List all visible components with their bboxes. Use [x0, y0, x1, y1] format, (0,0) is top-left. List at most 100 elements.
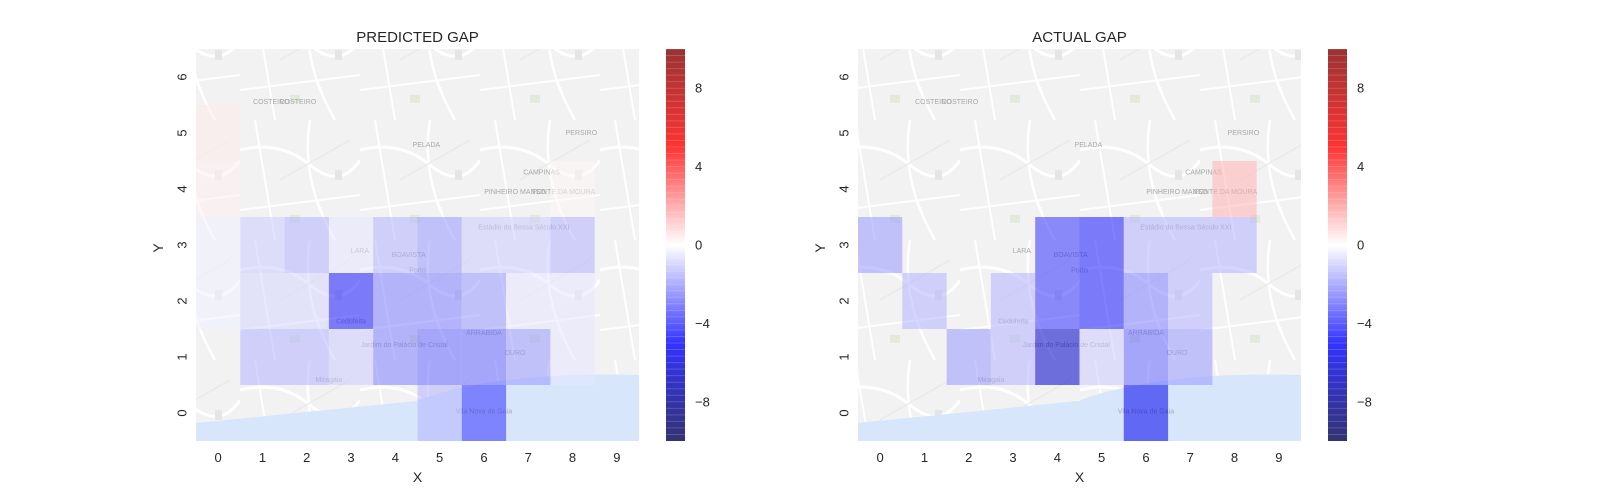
- heatmap-cell: [595, 273, 639, 329]
- colorbar-tick-label: −4: [695, 316, 710, 331]
- y-tick-label: 6: [837, 73, 852, 80]
- heatmap-cell: [1168, 161, 1212, 217]
- heatmap-cell: [329, 161, 373, 217]
- heatmap-cell: [1123, 273, 1169, 329]
- heatmap-cell: [902, 105, 946, 161]
- heatmap-cell: [858, 217, 903, 273]
- heatmap-cell: [328, 329, 374, 385]
- heatmap-cell: [1257, 161, 1301, 217]
- heatmap-cell: [595, 161, 639, 217]
- heatmap-cell: [991, 161, 1035, 217]
- heatmap-cell: [506, 161, 550, 217]
- heatmap-cell: [595, 385, 639, 441]
- map-label: PINHEIRO MANSO: [1146, 189, 1208, 196]
- heatmap-cell: [506, 105, 550, 161]
- map-label: PERSIRO: [566, 130, 598, 137]
- heatmap-cell: [595, 217, 639, 273]
- map-label: LARA: [1013, 248, 1032, 255]
- heatmap-cell: [373, 273, 418, 329]
- heatmap-cell: [902, 329, 946, 385]
- heatmap-cell: [329, 49, 373, 105]
- heatmap-cell: [595, 329, 639, 385]
- heatmap-cell: [1212, 273, 1256, 329]
- heatmap-cell: [196, 385, 240, 441]
- river-shape: [858, 374, 1301, 441]
- heatmap-cell: [550, 161, 595, 217]
- heatmap-cell: [947, 49, 991, 105]
- y-tick-label: 3: [837, 241, 852, 248]
- x-axis-label: X: [413, 469, 423, 485]
- heatmap-cell: [550, 329, 595, 385]
- colorbar: [1328, 49, 1347, 441]
- heatmap-cell: [1124, 105, 1168, 161]
- heatmap-cell: [991, 385, 1035, 441]
- heatmap-cell: [328, 217, 374, 273]
- heatmap-cell: [550, 385, 594, 441]
- heatmap-cell: [550, 273, 595, 329]
- heatmap-cell: [858, 105, 902, 161]
- x-tick-label: 7: [1187, 450, 1194, 465]
- heatmap-cell: [196, 217, 241, 273]
- y-tick-label: 5: [175, 129, 190, 136]
- x-tick-label: 2: [965, 450, 972, 465]
- x-tick-label: 1: [259, 450, 266, 465]
- heatmap-cell: [1257, 273, 1301, 329]
- heatmap-cell: [1123, 217, 1169, 273]
- map-label: COSTEIRO: [942, 99, 979, 106]
- map-label: CAMPINAS: [1185, 169, 1222, 176]
- heatmap-cell: [373, 329, 418, 385]
- map-label: PELADA: [1075, 142, 1103, 149]
- map-label: COSTEIRO: [915, 99, 952, 106]
- heatmap-cell: [462, 161, 506, 217]
- heatmap-cell: [196, 105, 241, 161]
- heatmap-cell: [506, 49, 550, 105]
- heatmap-cell: [285, 105, 329, 161]
- heatmap-cell: [417, 329, 462, 385]
- heatmap-cell: [1257, 49, 1301, 105]
- heatmap-cell: [506, 217, 551, 273]
- colorbar-tick-label: −4: [1357, 316, 1372, 331]
- heatmap-cell: [858, 273, 902, 329]
- heatmap-cell: [1168, 385, 1212, 441]
- x-tick-label: 8: [1231, 450, 1238, 465]
- heatmap-cell: [1168, 49, 1212, 105]
- heatmap-cell: [1257, 217, 1301, 273]
- heatmap-cell: [991, 217, 1035, 273]
- colorbar-tick-label: −8: [1357, 394, 1372, 409]
- heatmap-cell: [947, 273, 991, 329]
- heatmap-cell: [858, 385, 902, 441]
- heatmap-cell: [373, 105, 417, 161]
- chart-title: PREDICTED GAP: [356, 29, 479, 46]
- x-tick-label: 6: [1142, 450, 1149, 465]
- heatmap-cell: [1212, 329, 1256, 385]
- heatmap-cell: [1123, 385, 1169, 441]
- heatmap-cell: [1212, 161, 1257, 217]
- x-tick-label: 9: [613, 450, 620, 465]
- x-tick-label: 8: [569, 450, 576, 465]
- heatmap-cell: [1124, 161, 1168, 217]
- heatmap-cell: [240, 273, 285, 329]
- x-tick-label: 2: [303, 450, 310, 465]
- y-axis-label: Y: [150, 243, 166, 253]
- heatmap-cell: [462, 105, 506, 161]
- y-tick-label: 2: [837, 297, 852, 304]
- heatmap-cell: [373, 217, 418, 273]
- heatmap-cell: [285, 161, 329, 217]
- y-tick-label: 1: [837, 353, 852, 360]
- colorbar-tick-label: 0: [695, 238, 702, 253]
- heatmap-cell: [506, 329, 551, 385]
- heatmap-cell: [418, 49, 462, 105]
- heatmap-cell: [991, 105, 1035, 161]
- heatmap-cell: [858, 329, 902, 385]
- x-tick-label: 6: [480, 450, 487, 465]
- x-tick-label: 3: [1009, 450, 1016, 465]
- map-label: PINHEIRO MANSO: [484, 189, 546, 196]
- heatmap-cell: [329, 385, 373, 441]
- map-label: COSTEIRO: [253, 99, 290, 106]
- x-tick-label: 5: [436, 450, 443, 465]
- map-label: CAMPINAS: [523, 169, 560, 176]
- heatmap-cell: [1168, 217, 1213, 273]
- heatmap-cell: [902, 385, 946, 441]
- heatmap-cell: [506, 273, 551, 329]
